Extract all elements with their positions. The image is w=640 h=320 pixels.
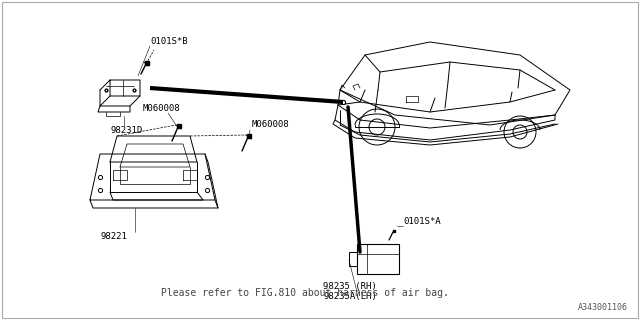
Text: 0101S*A: 0101S*A bbox=[403, 217, 440, 226]
Text: 98221: 98221 bbox=[100, 232, 127, 241]
Bar bbox=[357, 244, 399, 274]
Text: A343001106: A343001106 bbox=[578, 303, 628, 312]
Text: Please refer to FIG.810 about harness of air bag.: Please refer to FIG.810 about harness of… bbox=[161, 288, 449, 298]
Text: M060008: M060008 bbox=[252, 120, 290, 129]
Text: 98235 (RH): 98235 (RH) bbox=[323, 282, 377, 291]
Text: 98231D: 98231D bbox=[110, 126, 142, 135]
Text: M060008: M060008 bbox=[143, 104, 180, 113]
Text: 0101S*B: 0101S*B bbox=[150, 37, 188, 46]
Bar bbox=[349, 252, 357, 266]
Text: 98235A(LH): 98235A(LH) bbox=[323, 292, 377, 301]
